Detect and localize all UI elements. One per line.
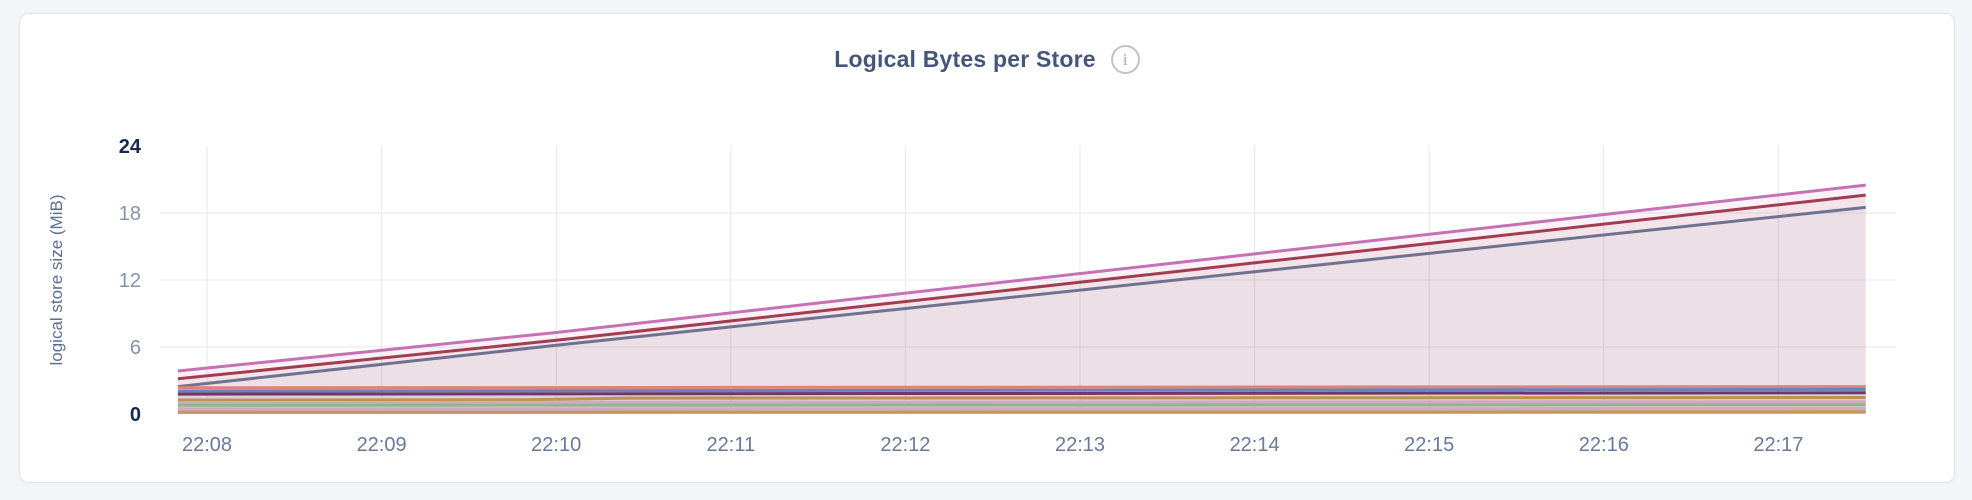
x-tick-label: 22:11 — [707, 434, 756, 456]
x-tick-label: 22:14 — [1230, 434, 1280, 456]
chart-card: Logical Bytes per Store i 0 6 12 18 24 22:08 2… — [19, 13, 1955, 483]
series-line-flat-salmon — [177, 385, 1866, 390]
y-tick-label: 24 — [119, 136, 142, 158]
series-area-rising-slate — [177, 207, 1866, 414]
y-axis-title: logical store size (MiB) — [47, 195, 66, 366]
series-line-rising-maroon — [177, 193, 1866, 381]
series-line-flat-tan — [177, 396, 1866, 402]
series-line-flat-lightpink-upper — [177, 400, 1866, 405]
series-line-flat-lightpink-lower — [177, 407, 1866, 411]
series-line-flat-blue — [177, 387, 1866, 393]
x-tick-label: 22:09 — [357, 434, 407, 456]
y-tick-label: 12 — [119, 270, 141, 292]
x-tick-label: 22:12 — [880, 434, 930, 456]
x-tick-label: 22:16 — [1579, 434, 1629, 456]
series-line-flat-purple — [177, 391, 1866, 396]
series-line-flat-green — [177, 403, 1866, 407]
chart-header: Logical Bytes per Store i — [20, 45, 1954, 74]
x-tick-label: 22:15 — [1404, 434, 1454, 456]
x-tick-label: 22:17 — [1753, 434, 1803, 456]
y-tick-label: 0 — [130, 404, 141, 426]
x-tick-label: 22:08 — [182, 434, 232, 456]
y-tick-label: 6 — [130, 337, 141, 359]
chart-title: Logical Bytes per Store — [834, 46, 1096, 72]
x-tick-label: 22:10 — [531, 434, 581, 456]
series-line-rising-pink — [177, 183, 1866, 373]
info-icon-glyph: i — [1122, 50, 1128, 69]
info-icon[interactable]: i — [1110, 45, 1140, 74]
chart-plot-area[interactable]: 0 6 12 18 24 22:08 22:09 22:10 22:11 22:12 22:13 22… — [20, 14, 1956, 484]
series-line-flat-gold — [177, 410, 1866, 414]
series-area-rising-maroon — [177, 195, 1866, 414]
x-tick-label: 22:13 — [1055, 434, 1105, 456]
series-line-rising-slate — [177, 205, 1866, 389]
y-tick-label: 18 — [119, 203, 141, 225]
